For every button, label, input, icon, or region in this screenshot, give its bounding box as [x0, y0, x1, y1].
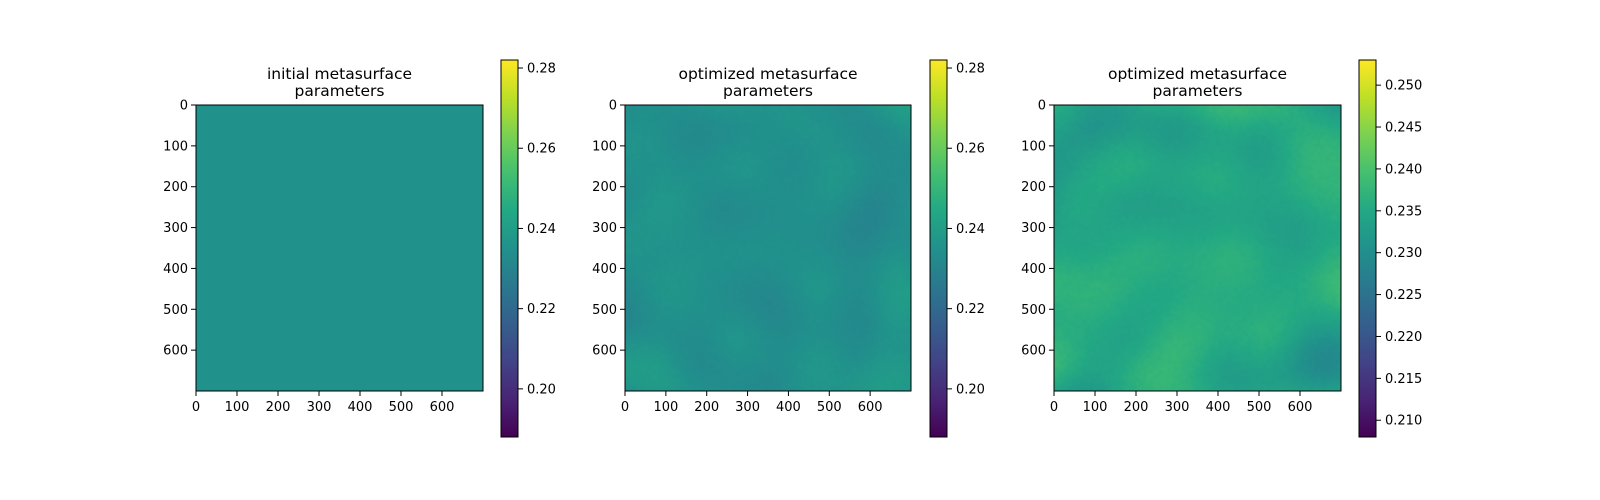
colorbar-frame — [1358, 59, 1377, 438]
x-tick-label: 600 — [858, 400, 883, 415]
x-tick-label: 500 — [389, 400, 414, 415]
x-tick-label: 200 — [694, 400, 719, 415]
chart-title-line: optimized metasurface — [678, 65, 857, 83]
y-tick-label: 500 — [592, 303, 617, 318]
y-tick-label: 100 — [163, 139, 188, 154]
colorbar-tick-label: 0.215 — [1385, 372, 1422, 387]
colorbar-tick-label: 0.250 — [1385, 79, 1422, 94]
colorbar-gradient — [501, 60, 518, 437]
colorbar-tick-label: 0.210 — [1385, 414, 1422, 429]
y-tick-label: 500 — [163, 303, 188, 318]
colorbar-gradient — [1359, 60, 1376, 437]
axes-frame — [1053, 104, 1342, 392]
chart-title-line: parameters — [1153, 82, 1243, 100]
heatmap-image — [196, 105, 483, 391]
x-tick-label: 500 — [1247, 400, 1272, 415]
x-tick-label: 100 — [1083, 400, 1108, 415]
x-tick-label: 200 — [1124, 400, 1149, 415]
colorbar-tick-label: 0.220 — [1385, 330, 1422, 345]
colorbar-tick-label: 0.230 — [1385, 246, 1422, 261]
x-tick-label: 400 — [1206, 400, 1231, 415]
colorbar: 0.20 0.22 0.24 0.26 0.28 — [929, 59, 985, 438]
colorbar-tick-label: 0.240 — [1385, 162, 1422, 177]
y-tick-label: 600 — [592, 344, 617, 359]
colorbar-tick-label: 0.235 — [1385, 204, 1422, 219]
colorbar-tick-label: 0.22 — [956, 302, 985, 317]
x-tick-label: 300 — [735, 400, 760, 415]
colorbar-tick-label: 0.26 — [527, 142, 556, 157]
x-tick-label: 400 — [348, 400, 373, 415]
colorbar-tick-label: 0.22 — [527, 302, 556, 317]
x-tick-label: 300 — [1165, 400, 1190, 415]
x-tick-label: 600 — [1288, 400, 1313, 415]
heatmap-image — [625, 105, 911, 391]
y-tick-label: 400 — [1021, 262, 1046, 277]
x-tick-label: 100 — [653, 400, 678, 415]
x-tick-label: 0 — [621, 400, 629, 415]
colorbar-tick-label: 0.20 — [527, 382, 556, 397]
y-tick-label: 300 — [1021, 221, 1046, 236]
y-tick-label: 300 — [592, 221, 617, 236]
y-tick-label: 500 — [1021, 303, 1046, 318]
colorbar-tick-label: 0.20 — [956, 382, 985, 397]
colorbar: 0.20 0.22 0.24 0.26 0.28 — [500, 59, 556, 438]
axes-frame — [195, 104, 484, 392]
chart-title-line: initial metasurface — [267, 65, 412, 83]
y-tick-label: 600 — [163, 344, 188, 359]
y-tick-label: 200 — [163, 180, 188, 195]
colorbar-tick-label: 0.225 — [1385, 288, 1422, 303]
y-tick-label: 300 — [163, 221, 188, 236]
axes-frame — [624, 104, 912, 392]
y-tick-label: 0 — [180, 99, 188, 114]
y-tick-label: 200 — [1021, 180, 1046, 195]
x-tick-label: 100 — [225, 400, 250, 415]
colorbar-tick-label: 0.28 — [956, 62, 985, 77]
x-tick-label: 500 — [817, 400, 842, 415]
colorbar: 0.210 0.215 0.220 0.225 0.230 0.235 0.240 0.245… — [1358, 59, 1422, 438]
chart-title-line: parameters — [295, 82, 385, 100]
x-tick-label: 300 — [307, 400, 332, 415]
x-tick-label: 200 — [266, 400, 291, 415]
chart-title-line: optimized metasurface — [1108, 65, 1287, 83]
colorbar-tick-label: 0.28 — [527, 62, 556, 77]
colorbar-tick-label: 0.245 — [1385, 121, 1422, 136]
y-tick-label: 400 — [592, 262, 617, 277]
y-tick-label: 600 — [1021, 344, 1046, 359]
colorbar-frame — [929, 59, 948, 438]
y-tick-label: 200 — [592, 180, 617, 195]
x-tick-label: 0 — [192, 400, 200, 415]
colorbar-frame — [500, 59, 519, 438]
colorbar-tick-label: 0.24 — [527, 222, 556, 237]
heatmap-image — [1054, 105, 1341, 391]
y-tick-label: 100 — [1021, 139, 1046, 154]
x-tick-label: 400 — [776, 400, 801, 415]
x-tick-label: 0 — [1050, 400, 1058, 415]
x-tick-label: 600 — [430, 400, 455, 415]
colorbar-gradient — [930, 60, 947, 437]
colorbar-tick-label: 0.24 — [956, 222, 985, 237]
y-tick-label: 100 — [592, 139, 617, 154]
y-tick-label: 0 — [1038, 99, 1046, 114]
y-tick-label: 400 — [163, 262, 188, 277]
colorbar-tick-label: 0.26 — [956, 142, 985, 157]
chart-title-line: parameters — [723, 82, 813, 100]
y-tick-label: 0 — [609, 99, 617, 114]
